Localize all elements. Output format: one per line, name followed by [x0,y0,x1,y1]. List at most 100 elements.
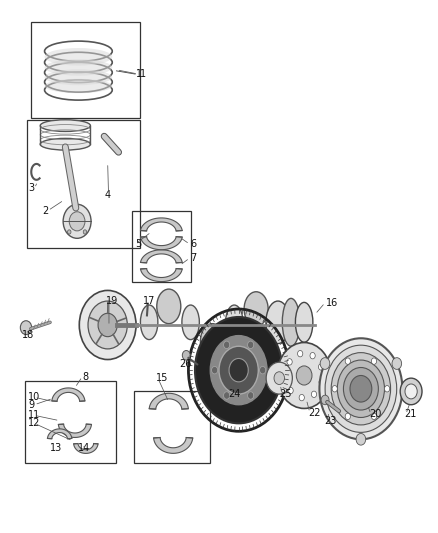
Circle shape [182,351,190,360]
Polygon shape [74,443,98,454]
Circle shape [212,367,218,374]
Circle shape [67,230,71,234]
Circle shape [260,367,266,374]
Circle shape [392,358,402,369]
Circle shape [83,230,87,234]
Polygon shape [149,393,188,409]
Text: 10: 10 [28,392,40,402]
Polygon shape [52,388,85,401]
Ellipse shape [266,301,290,344]
Circle shape [345,358,350,365]
Circle shape [277,343,331,408]
Ellipse shape [157,289,181,324]
Circle shape [405,384,417,399]
Polygon shape [141,218,182,231]
Text: 17: 17 [143,296,155,306]
Ellipse shape [45,79,112,93]
Text: 7: 7 [191,253,197,263]
Circle shape [63,204,91,238]
Circle shape [325,345,397,432]
Text: 15: 15 [155,373,168,383]
Circle shape [337,360,385,417]
Circle shape [79,290,136,360]
Text: 3: 3 [28,183,34,193]
Circle shape [299,394,304,401]
Text: 2: 2 [42,206,49,216]
Ellipse shape [40,139,90,150]
Ellipse shape [295,302,313,342]
Circle shape [195,317,283,423]
Circle shape [69,212,85,231]
Text: 6: 6 [191,239,197,249]
Circle shape [223,341,230,349]
Circle shape [321,395,329,405]
Circle shape [343,368,378,410]
Circle shape [385,385,390,392]
Ellipse shape [201,324,224,358]
Text: 21: 21 [405,409,417,419]
Text: 4: 4 [105,190,111,200]
Circle shape [229,359,248,382]
Polygon shape [154,438,193,454]
Ellipse shape [45,48,112,66]
Text: 24: 24 [229,389,241,399]
Circle shape [350,375,372,402]
Bar [25,381,117,463]
Circle shape [356,433,366,445]
Circle shape [331,353,391,425]
Polygon shape [141,269,182,281]
Text: 22: 22 [308,408,321,418]
Text: 12: 12 [28,418,41,429]
Bar [132,211,191,282]
Circle shape [287,359,292,365]
Ellipse shape [226,305,243,340]
Circle shape [247,392,254,399]
Circle shape [371,358,377,365]
Circle shape [288,387,293,394]
Circle shape [283,373,289,379]
Circle shape [319,379,324,385]
Polygon shape [141,237,182,249]
Text: 1: 1 [140,69,146,79]
Circle shape [210,336,267,405]
Circle shape [219,346,258,394]
Circle shape [297,351,303,357]
Circle shape [98,313,117,337]
Text: 18: 18 [21,330,34,340]
Circle shape [319,338,403,439]
Circle shape [296,366,312,385]
Polygon shape [141,250,182,263]
Text: 19: 19 [106,296,119,306]
Ellipse shape [244,292,268,326]
Text: 26: 26 [179,359,191,369]
Text: 16: 16 [326,297,338,308]
Circle shape [247,341,254,349]
Ellipse shape [141,305,158,340]
Bar [134,391,210,463]
Polygon shape [58,424,92,438]
Circle shape [332,385,337,392]
Circle shape [274,372,285,384]
Bar [27,120,141,248]
Text: 25: 25 [279,389,292,399]
Circle shape [223,392,230,399]
Ellipse shape [45,69,112,85]
Text: 13: 13 [49,443,62,453]
Text: 5: 5 [135,239,141,249]
Circle shape [345,413,350,419]
Circle shape [318,364,324,370]
Ellipse shape [45,59,112,76]
Text: 9: 9 [28,400,34,410]
Ellipse shape [283,298,300,346]
Circle shape [311,391,317,398]
Circle shape [20,321,32,335]
Text: 1: 1 [136,69,142,79]
Circle shape [310,352,315,359]
Bar [31,22,141,118]
Circle shape [400,378,422,405]
Circle shape [88,301,127,349]
Text: 23: 23 [325,416,337,426]
Circle shape [320,358,330,369]
Ellipse shape [182,305,199,340]
Text: 14: 14 [78,443,91,453]
